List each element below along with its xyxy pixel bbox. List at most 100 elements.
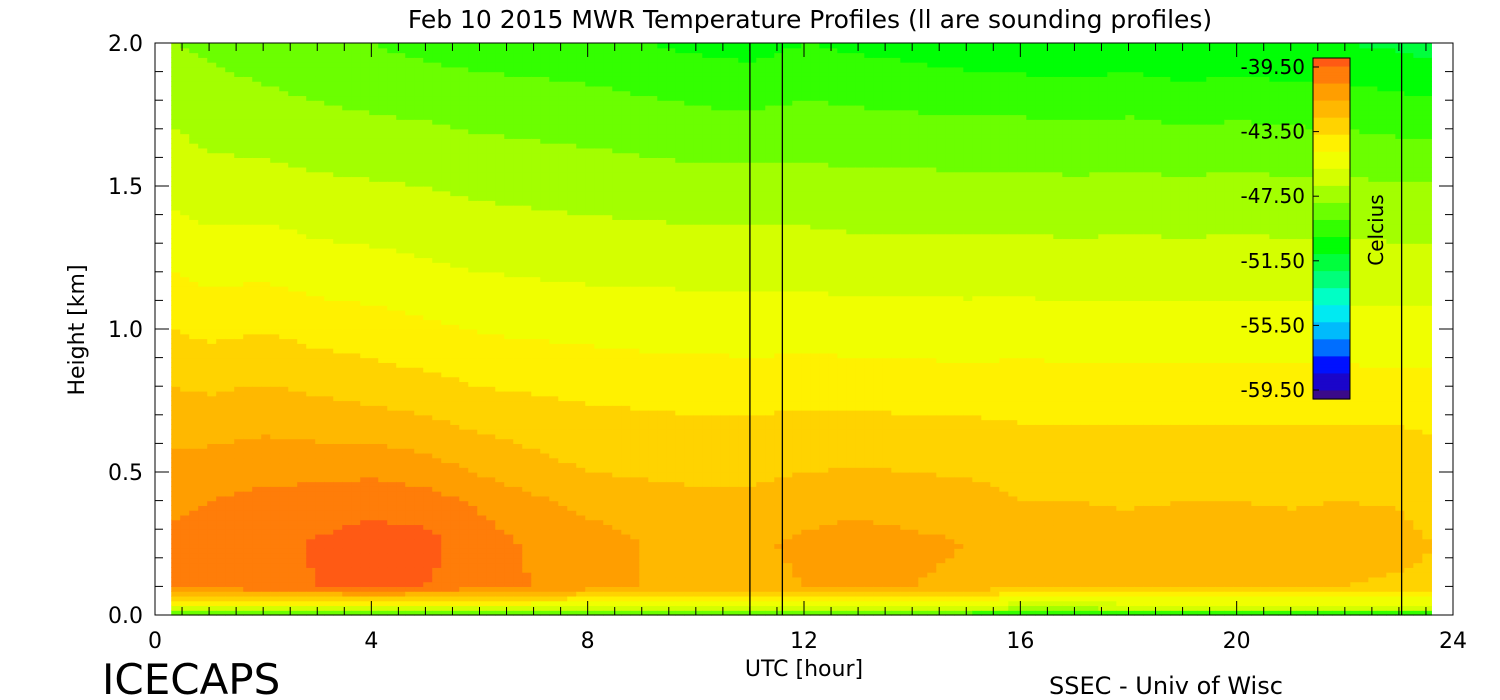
heatmap-cell xyxy=(396,81,406,87)
heatmap-cell xyxy=(171,295,181,301)
heatmap-cell xyxy=(468,333,478,340)
heatmap-cell xyxy=(315,572,325,578)
heatmap-cell xyxy=(279,300,289,306)
heatmap-cell xyxy=(333,100,343,106)
heatmap-cell xyxy=(495,171,505,178)
heatmap-cell xyxy=(378,429,388,435)
heatmap-cell xyxy=(504,500,514,506)
heatmap-cell xyxy=(261,400,271,406)
heatmap-cell xyxy=(333,252,343,259)
heatmap-cell xyxy=(252,352,262,359)
heatmap-cell xyxy=(495,205,505,211)
heatmap-cell xyxy=(432,276,442,282)
heatmap-cell xyxy=(486,605,496,611)
heatmap-cell xyxy=(288,329,298,335)
heatmap-cell xyxy=(189,119,199,125)
heatmap-cell xyxy=(423,362,433,368)
heatmap-cell xyxy=(342,576,352,583)
heatmap-cell xyxy=(351,591,361,597)
heatmap-cell xyxy=(198,262,208,268)
heatmap-cell xyxy=(414,548,424,554)
heatmap-cell xyxy=(306,219,316,225)
heatmap-cell xyxy=(459,114,469,120)
heatmap-cell xyxy=(180,314,190,321)
heatmap-cell xyxy=(423,576,433,583)
heatmap-cell xyxy=(378,452,388,459)
heatmap-cell xyxy=(315,295,325,301)
heatmap-cell xyxy=(297,133,307,139)
heatmap-cell xyxy=(477,43,487,49)
heatmap-cell xyxy=(531,390,541,397)
heatmap-cell xyxy=(207,405,217,411)
heatmap-cell xyxy=(504,200,514,206)
heatmap-cell xyxy=(531,333,541,340)
heatmap-cell xyxy=(261,467,271,473)
heatmap-cell xyxy=(486,95,496,101)
heatmap-cell xyxy=(405,200,415,206)
heatmap-cell xyxy=(297,419,307,425)
heatmap-cell xyxy=(261,119,271,125)
heatmap-cell xyxy=(486,476,496,483)
heatmap-cell xyxy=(450,138,460,144)
heatmap-cell xyxy=(171,557,181,564)
heatmap-cell xyxy=(513,166,523,173)
heatmap-cell xyxy=(405,572,415,578)
heatmap-cell xyxy=(477,538,487,545)
heatmap-cell xyxy=(198,333,208,340)
heatmap-cell xyxy=(513,224,523,230)
heatmap-cell xyxy=(369,443,379,449)
heatmap-cell xyxy=(279,438,289,444)
heatmap-cell xyxy=(270,238,280,244)
heatmap-cell xyxy=(477,376,487,383)
heatmap-cell xyxy=(243,386,253,392)
heatmap-cell xyxy=(279,271,289,278)
heatmap-cell xyxy=(369,419,379,425)
heatmap-cell xyxy=(414,362,424,368)
heatmap-cell xyxy=(414,100,424,106)
heatmap-cell xyxy=(180,514,190,521)
heatmap-cell xyxy=(333,600,343,607)
heatmap-cell xyxy=(207,367,217,373)
heatmap-cell xyxy=(414,157,424,163)
heatmap-cell xyxy=(360,205,370,211)
heatmap-cell xyxy=(306,66,316,73)
heatmap-cell xyxy=(450,386,460,392)
heatmap-cell xyxy=(207,457,217,464)
heatmap-cell xyxy=(342,562,352,568)
heatmap-cell xyxy=(342,419,352,425)
heatmap-cell xyxy=(225,171,235,178)
heatmap-cell xyxy=(171,143,181,149)
heatmap-cell xyxy=(234,257,244,263)
heatmap-cell xyxy=(351,371,361,378)
heatmap-cell xyxy=(540,510,550,516)
heatmap-cell xyxy=(306,57,316,63)
heatmap-cell xyxy=(378,286,388,292)
heatmap-cell xyxy=(432,76,442,82)
heatmap-cell xyxy=(252,205,262,211)
heatmap-cell xyxy=(414,491,424,497)
heatmap-cell xyxy=(225,47,235,54)
heatmap-cell xyxy=(306,128,316,135)
heatmap-cell xyxy=(198,581,208,587)
heatmap-cell xyxy=(540,581,550,587)
heatmap-cell xyxy=(324,186,334,192)
heatmap-cell xyxy=(216,452,226,459)
heatmap-cell xyxy=(387,581,397,587)
heatmap-cell xyxy=(378,109,388,116)
heatmap-cell xyxy=(450,400,460,406)
heatmap-cell xyxy=(297,533,307,540)
heatmap-cell xyxy=(171,314,181,321)
heatmap-cell xyxy=(459,276,469,282)
heatmap-cell xyxy=(225,595,235,602)
heatmap-cell xyxy=(243,209,253,216)
heatmap-cell xyxy=(405,381,415,387)
heatmap-cell xyxy=(468,124,478,130)
heatmap-cell xyxy=(369,262,379,268)
heatmap-cell xyxy=(288,233,298,240)
heatmap-cell xyxy=(414,329,424,335)
heatmap-cell xyxy=(468,90,478,97)
heatmap-cell xyxy=(189,286,199,292)
heatmap-cell xyxy=(171,476,181,483)
heatmap-cell xyxy=(477,591,487,597)
heatmap-cell xyxy=(450,348,460,354)
